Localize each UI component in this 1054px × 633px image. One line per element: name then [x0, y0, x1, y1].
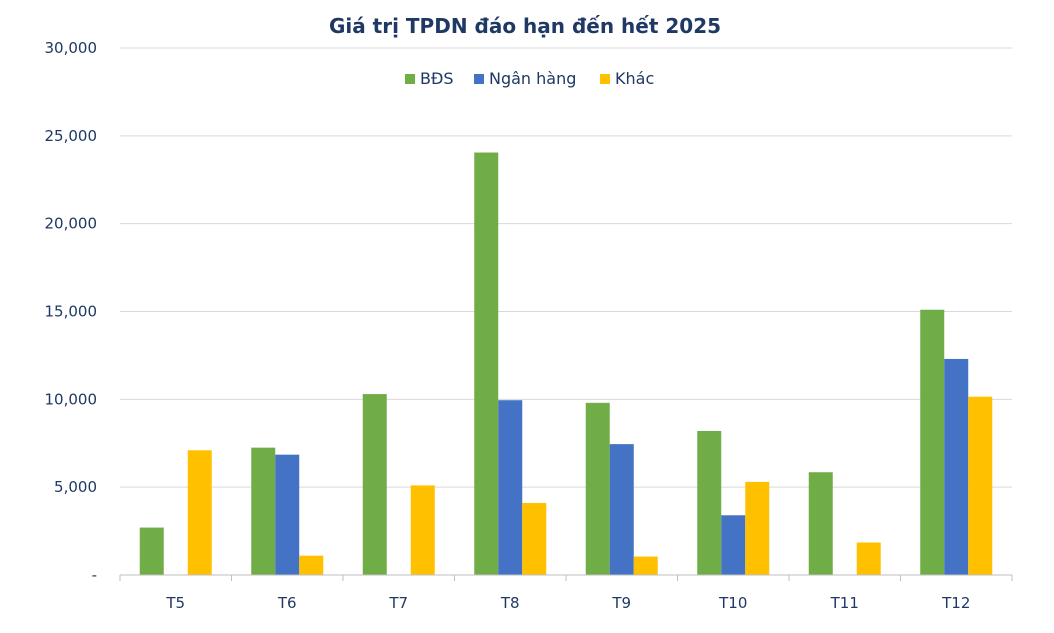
- bar: [633, 556, 658, 575]
- bar: [609, 444, 634, 575]
- x-tick-label: T11: [830, 594, 859, 612]
- bar: [139, 527, 164, 575]
- x-tick-label: T12: [941, 594, 970, 612]
- legend-label: Khác: [615, 69, 654, 88]
- bar: [968, 396, 993, 575]
- bar: [585, 402, 610, 575]
- y-axis-ticks: - 5,000 10,000 15,000 20,000 25,000 30,000: [45, 39, 98, 584]
- bar: [920, 309, 945, 575]
- y-tick-label: 20,000: [45, 215, 98, 233]
- bar: [299, 555, 324, 575]
- y-tick-label: 25,000: [45, 127, 98, 145]
- gridlines: [120, 47, 1012, 488]
- x-tick-label: T6: [277, 594, 297, 612]
- bar: [251, 447, 276, 575]
- x-tick-label: T9: [611, 594, 631, 612]
- legend-label: BĐS: [420, 69, 454, 88]
- bars: [139, 152, 993, 575]
- bar: [522, 502, 547, 575]
- x-tick-label: T8: [500, 594, 520, 612]
- bar: [474, 152, 499, 575]
- legend-swatch: [600, 74, 610, 84]
- bar: [498, 400, 523, 575]
- legend: BĐS Ngân hàng Khác: [405, 69, 654, 88]
- bar: [808, 472, 833, 575]
- bar: [745, 481, 770, 575]
- bar: [275, 454, 300, 575]
- bar: [410, 485, 435, 575]
- x-tick-label: T5: [165, 594, 185, 612]
- legend-swatch: [405, 74, 415, 84]
- y-tick-label: -: [92, 566, 97, 584]
- bar: [187, 450, 212, 575]
- y-tick-label: 10,000: [45, 390, 98, 408]
- x-axis: T5 T6 T7 T8 T9 T10 T11 T12: [119, 574, 1013, 612]
- bar: [697, 430, 722, 575]
- bar: [721, 515, 746, 575]
- y-tick-label: 30,000: [45, 39, 98, 57]
- x-tick-label: T10: [718, 594, 747, 612]
- chart-title: Giá trị TPDN đáo hạn đến hết 2025: [329, 14, 721, 38]
- y-tick-label: 15,000: [45, 303, 98, 321]
- bar: [362, 394, 387, 575]
- legend-swatch: [474, 74, 484, 84]
- legend-label: Ngân hàng: [489, 69, 576, 88]
- bar: [856, 542, 881, 575]
- bar: [944, 358, 969, 575]
- x-tick-label: T7: [388, 594, 408, 612]
- y-tick-label: 5,000: [54, 478, 97, 496]
